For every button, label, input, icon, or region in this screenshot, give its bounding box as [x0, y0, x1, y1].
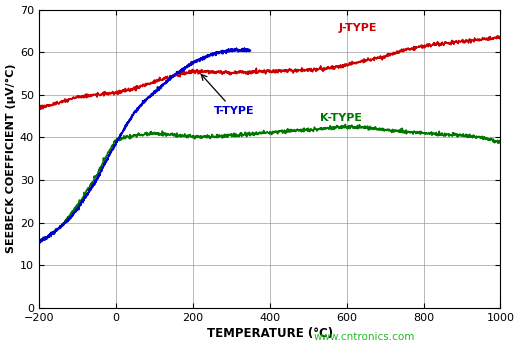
Text: K-TYPE: K-TYPE	[320, 113, 361, 123]
Text: T-TYPE: T-TYPE	[201, 75, 254, 116]
Y-axis label: SEEBECK COEFFICIENT (μV/°C): SEEBECK COEFFICIENT (μV/°C)	[6, 64, 16, 253]
Text: J-TYPE: J-TYPE	[339, 23, 378, 33]
Text: www.cntronics.com: www.cntronics.com	[314, 332, 415, 342]
X-axis label: TEMPERATURE (°C): TEMPERATURE (°C)	[206, 327, 333, 340]
